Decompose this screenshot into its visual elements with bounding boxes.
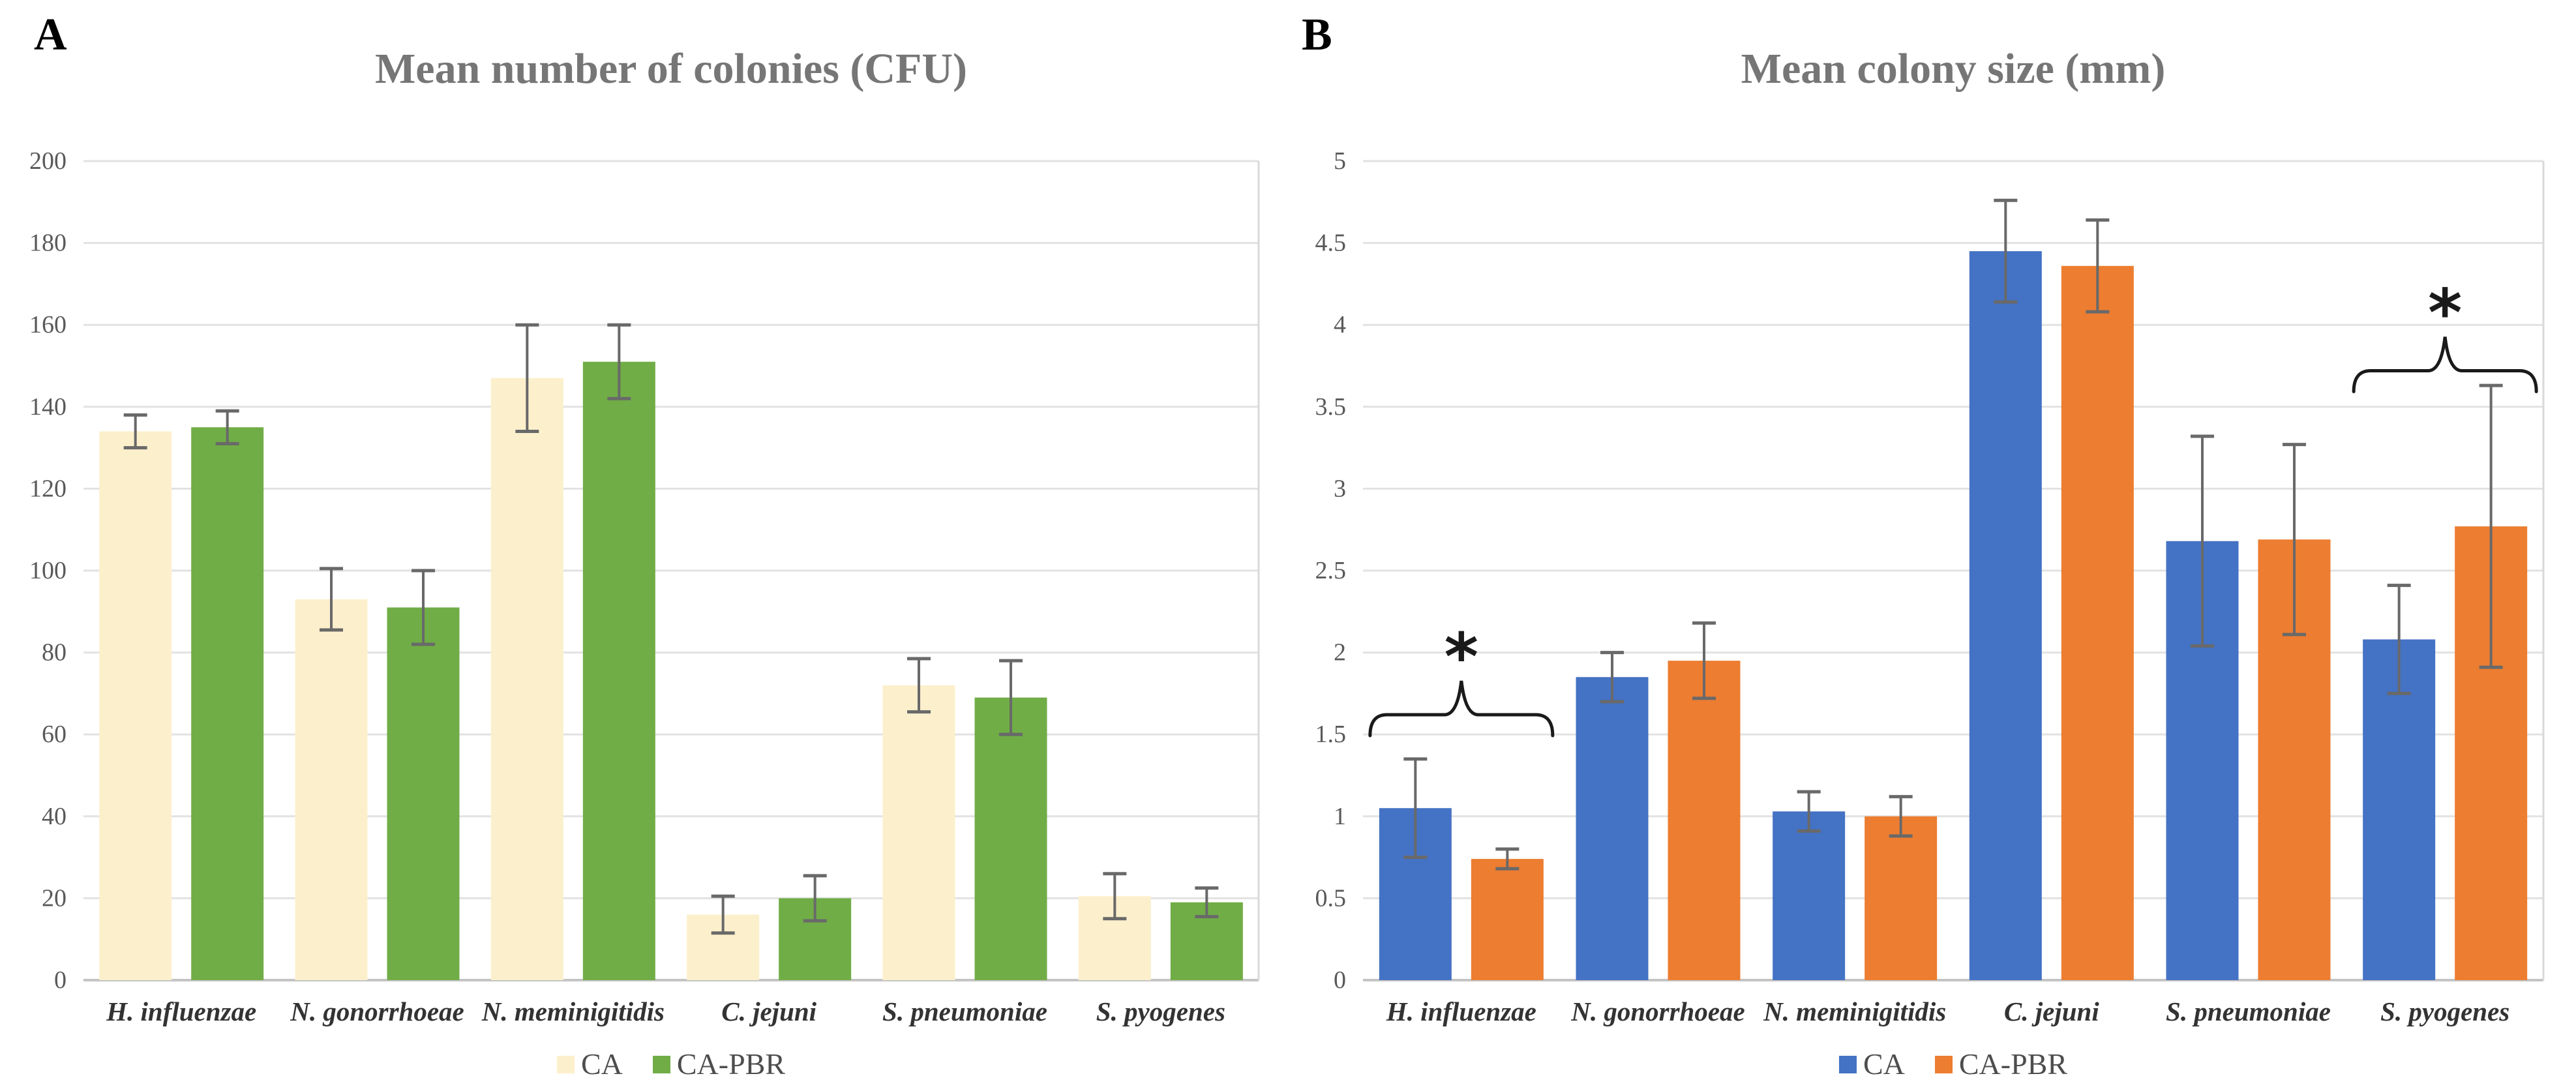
legend-label: CA	[1863, 1047, 1905, 1081]
y-tick-label: 80	[42, 639, 67, 666]
bar-ca-pbr	[1471, 859, 1544, 980]
bar-ca	[490, 378, 563, 980]
x-category-label: H. influenzae	[1386, 996, 1536, 1026]
y-tick-label: 5	[1334, 147, 1346, 175]
significance-brace	[2352, 336, 2538, 394]
y-tick-label: 1	[1334, 803, 1346, 830]
panel-b-legend: CA CA-PBR	[1363, 1045, 2543, 1084]
bar-ca-pbr	[191, 427, 264, 980]
bar-ca-pbr	[1865, 816, 1938, 980]
bar-ca-pbr	[1668, 661, 1741, 980]
legend-entry-ca-pbr: CA-PBR	[1934, 1047, 2068, 1081]
x-category-label: C. jejuni	[2004, 996, 2099, 1026]
y-tick-label: 140	[29, 393, 67, 421]
y-tick-label: 2	[1334, 639, 1346, 666]
bar-ca	[2363, 639, 2436, 980]
legend-entry-ca: CA	[1838, 1047, 1905, 1081]
bar-ca	[882, 685, 955, 980]
legend-swatch-ca-pbr	[1934, 1055, 1953, 1073]
x-category-label: N. meminigitidis	[1763, 996, 1946, 1026]
bar-ca	[99, 431, 172, 980]
y-tick-label: 120	[29, 475, 67, 502]
panel-a-legend: CA CA-PBR	[83, 1045, 1259, 1084]
bar-ca	[1969, 251, 2042, 980]
y-tick-label: 0	[54, 966, 67, 994]
y-tick-label: 40	[42, 803, 67, 830]
bar-ca-pbr	[2061, 265, 2134, 980]
bar-ca	[1576, 677, 1649, 980]
x-category-label: S. pneumoniae	[2166, 996, 2331, 1026]
legend-label: CA	[580, 1047, 623, 1081]
panel-b-label: B	[1302, 10, 1332, 60]
y-tick-label: 2.5	[1315, 557, 1347, 584]
y-tick-label: 180	[29, 230, 67, 257]
legend-entry-ca: CA	[556, 1047, 623, 1081]
panel-a-label: A	[34, 10, 67, 60]
legend-swatch-ca	[556, 1055, 575, 1073]
x-category-label: N. meminigitidis	[481, 996, 665, 1026]
x-category-label: H. influenzae	[106, 996, 256, 1026]
significance-asterisk: *	[2428, 275, 2462, 351]
significance-brace	[1368, 680, 1555, 738]
x-category-label: S. pyogenes	[2380, 996, 2509, 1026]
y-tick-label: 1.5	[1315, 721, 1347, 748]
legend-entry-ca-pbr: CA-PBR	[652, 1047, 786, 1081]
bar-ca	[295, 599, 368, 980]
bar-ca-pbr	[582, 361, 655, 980]
significance-asterisk: *	[1445, 619, 1478, 695]
panel-a-title: Mean number of colonies (CFU)	[374, 45, 967, 93]
y-tick-label: 4	[1334, 311, 1346, 338]
panel-b-title: Mean colony size (mm)	[1741, 45, 2166, 93]
x-category-label: S. pyogenes	[1096, 996, 1225, 1026]
bar-ca-pbr	[387, 607, 460, 980]
legend-label: CA-PBR	[676, 1047, 786, 1081]
y-tick-label: 60	[42, 721, 67, 748]
y-tick-label: 0.5	[1315, 884, 1347, 912]
y-tick-label: 3.5	[1315, 393, 1347, 421]
x-category-label: C. jejuni	[721, 996, 816, 1026]
y-tick-label: 100	[29, 557, 67, 584]
y-tick-label: 20	[42, 884, 67, 912]
y-tick-label: 160	[29, 311, 67, 338]
x-category-label: N. gonorrhoeae	[1570, 996, 1745, 1026]
bar-ca	[1773, 811, 1846, 980]
y-tick-label: 200	[29, 147, 67, 175]
x-category-label: S. pneumoniae	[882, 996, 1047, 1026]
legend-label: CA-PBR	[1958, 1047, 2068, 1081]
y-tick-label: 0	[1334, 966, 1346, 994]
y-tick-label: 3	[1334, 475, 1346, 502]
legend-swatch-ca-pbr	[652, 1055, 670, 1073]
y-tick-label: 4.5	[1315, 230, 1347, 257]
x-category-label: N. gonorrhoeae	[290, 996, 464, 1026]
legend-swatch-ca	[1838, 1055, 1857, 1073]
bar-ca-pbr	[974, 697, 1047, 980]
